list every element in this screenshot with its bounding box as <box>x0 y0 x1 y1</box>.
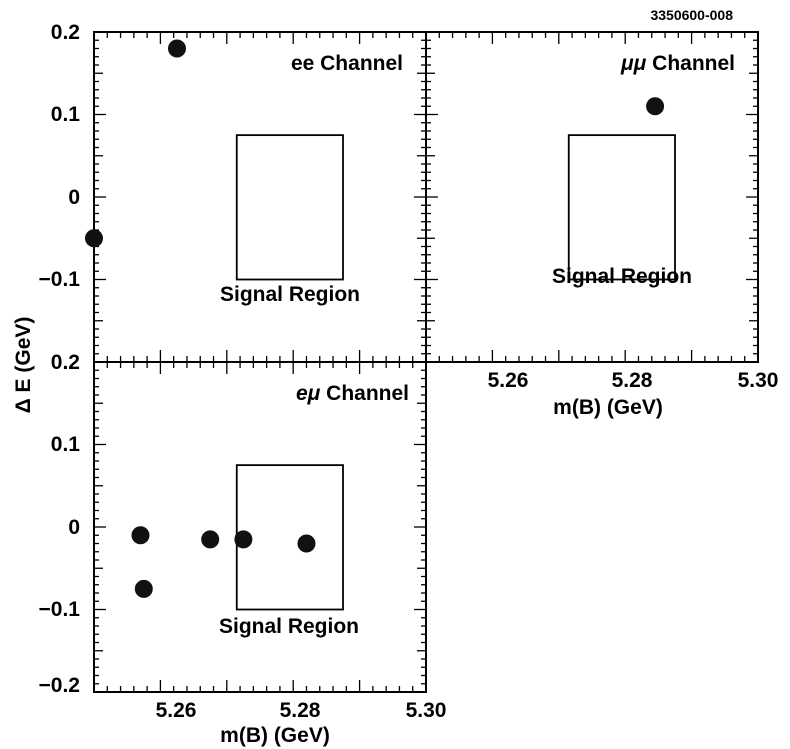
emu-channel-label: eμ Channel <box>296 382 409 405</box>
mumu-signal-region-label: Signal Region <box>552 265 692 288</box>
emu-data-point <box>234 530 253 549</box>
mumu-channel-label: μμ Channel <box>620 52 735 75</box>
mumu-xtick-label: 5.26 <box>488 369 529 392</box>
emu-ytick-label: 0 <box>68 516 80 539</box>
tick-marks <box>93 31 759 693</box>
mumu-channel-word: Channel <box>652 52 735 75</box>
ee-panel-frame <box>93 31 427 363</box>
mumu-xtick-label: 5.30 <box>738 369 779 392</box>
y-axis-title: Δ E (GeV) <box>12 317 35 414</box>
ee-signal-region-label: Signal Region <box>220 283 360 306</box>
mumu-channel-prefix: μμ <box>620 52 647 75</box>
figure-id: 3350600-008 <box>650 7 733 23</box>
ee-ytick-label: 0.2 <box>51 351 80 374</box>
ee-ytick-label: −0.1 <box>39 268 81 291</box>
mumu-panel-frame <box>425 31 759 363</box>
mumu-x-axis-title: m(B) (GeV) <box>553 396 663 419</box>
ee-ytick-label: 0.2 <box>51 21 80 44</box>
ee-ytick-label: 0 <box>68 186 80 209</box>
emu-xtick-label: 5.28 <box>280 699 321 722</box>
emu-x-axis-title: m(B) (GeV) <box>220 724 330 747</box>
mumu-data-point <box>646 97 665 116</box>
ee-signal-region-box <box>235 134 344 281</box>
emu-xtick-label: 5.30 <box>406 699 447 722</box>
emu-channel-word: Channel <box>326 382 409 405</box>
emu-ytick-label: −0.1 <box>39 598 81 621</box>
data-points <box>85 39 665 598</box>
ee-channel-label: ee Channel <box>291 52 403 75</box>
emu-xtick-label: 5.26 <box>156 699 197 722</box>
emu-data-point <box>131 526 150 545</box>
ee-ytick-label: 0.1 <box>51 103 81 126</box>
emu-data-point <box>297 534 316 553</box>
emu-data-point <box>134 579 153 598</box>
mumu-xtick-label: 5.28 <box>612 369 653 392</box>
ee-data-point <box>85 229 103 248</box>
emu-channel-prefix: eμ <box>296 382 321 405</box>
emu-ytick-label: 0.1 <box>51 433 81 456</box>
mumu-signal-region-box <box>567 134 676 281</box>
emu-signal-region-label: Signal Region <box>219 615 359 638</box>
emu-data-point <box>201 530 220 549</box>
ee-data-point <box>168 39 186 58</box>
emu-signal-region-box <box>235 464 344 611</box>
emu-ytick-label: −0.2 <box>39 674 80 697</box>
